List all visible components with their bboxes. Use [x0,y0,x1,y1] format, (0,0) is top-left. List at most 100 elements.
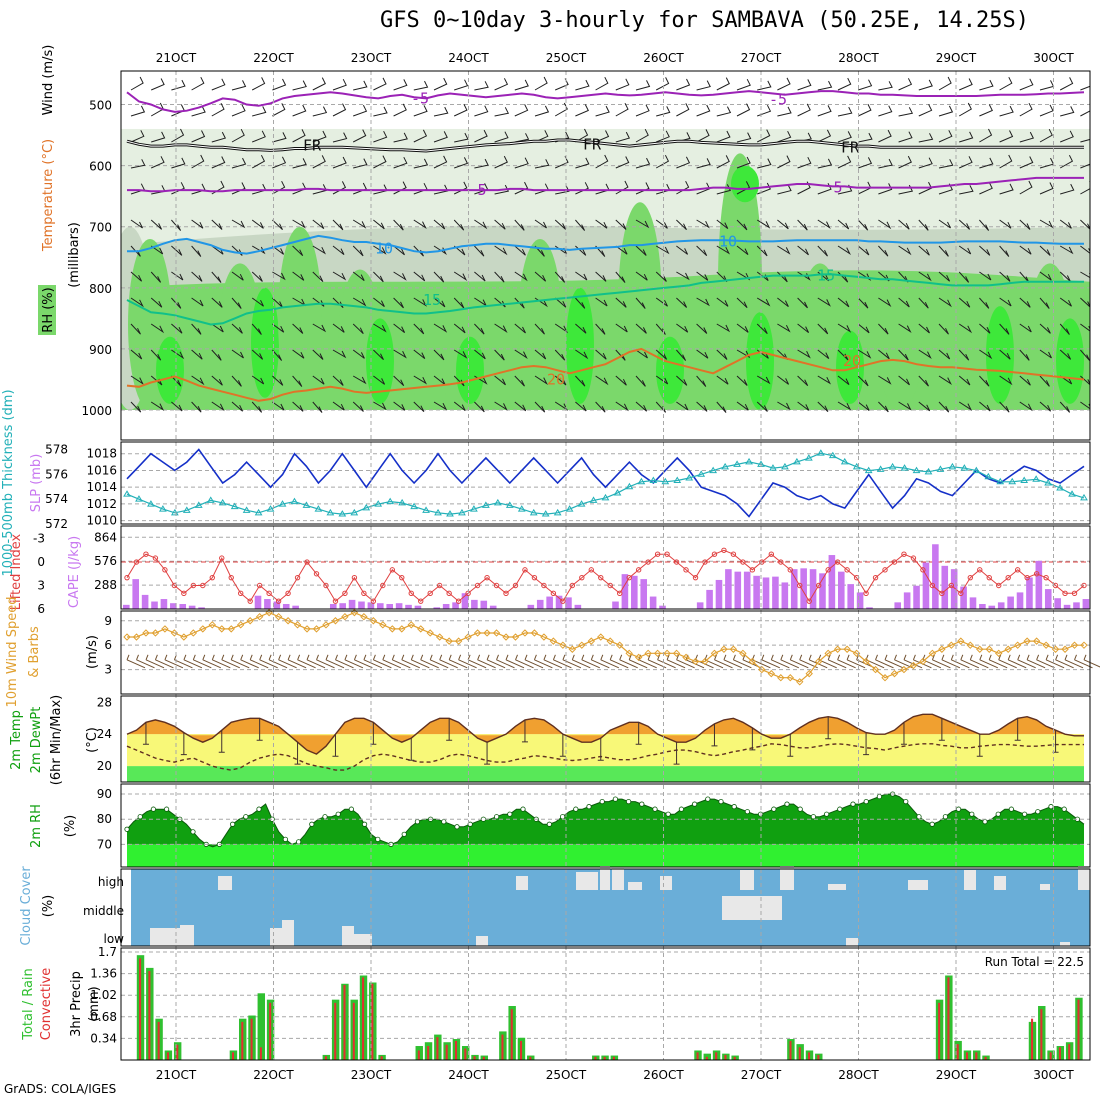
cloud-cell [476,936,488,946]
cape-bar [772,576,779,609]
wind-barb [494,107,510,117]
temp2m-label: 2m Temp [9,710,24,770]
wind-barb [453,103,468,117]
wind-barb [676,103,690,117]
wind-speed-marker [966,641,975,649]
wind-barb [958,156,973,169]
wind-barb [898,375,910,386]
wind-speed-marker [435,633,444,641]
li-marker [645,559,651,565]
wind-barb [453,271,468,282]
wind-barb [171,297,182,309]
wind-barb [554,401,569,412]
thickness-marker [362,503,371,511]
thickness-marker [673,476,682,484]
wind-barb [151,78,165,91]
wind-barb [130,349,143,360]
wind-barb [1059,375,1073,385]
precip-conv-bar [157,1021,160,1060]
surface-wind-barb [903,654,923,669]
li-marker [664,551,670,557]
contour-label: -5 [411,89,429,107]
wind-speed-marker [454,637,463,645]
rh2m-marker [903,799,909,805]
wind-barb [1059,297,1072,307]
wind-barb [1019,401,1033,412]
wind-barb [150,349,162,361]
thickness-marker [709,466,718,474]
wind-barb [696,323,708,334]
wind-speed-marker [1070,641,1079,649]
cloud-cell [908,880,928,890]
precip-conv-bar [938,1002,941,1060]
rh2m-marker [164,806,170,812]
panel-frame [120,783,1091,868]
li-marker [124,574,130,581]
wind-barb [554,297,567,308]
wind-barb [1080,157,1090,169]
wind-barb [999,297,1012,307]
date-label-top: 29OCT [936,51,977,65]
wind-speed-marker [767,669,776,678]
cape-bar [734,571,742,609]
below-surface [121,410,1090,440]
wind-barb [837,323,852,333]
cloud-cell [780,866,794,890]
rh-blob [366,318,394,404]
thickness-marker [278,500,287,507]
wind-barb [898,107,914,117]
wind-barb [272,103,286,117]
contour-label: 20 [843,352,861,370]
cape-bar [405,604,412,609]
li-marker [436,582,443,589]
wind-barb [1019,131,1035,143]
thickness-marker [123,490,131,497]
cape-bar [1082,599,1090,609]
wind-barb [171,349,185,360]
contour-label: 10 [719,232,737,250]
surface-wind-barb [382,654,402,669]
thickness-marker [1044,479,1052,486]
thickness-marker [386,497,395,505]
wind-barb [777,375,790,385]
thickness-marker [637,477,646,485]
precip-conv-bar [1068,1044,1071,1060]
surface-wind-barb [353,654,373,669]
thickness-marker [410,502,418,510]
thickness-marker [816,449,825,456]
wind-speed-marker [843,645,851,653]
panel-frame [120,695,1091,783]
cape-bar [442,604,450,609]
wind-barb [352,297,367,307]
thickness-marker [828,451,837,459]
li-marker [285,590,291,597]
wind-barb [1059,77,1074,91]
wind-speed-marker [748,657,757,666]
surface-wind-barb [1007,654,1027,669]
wind-speed-marker [871,665,880,674]
date-label-bottom: 25OCT [546,1068,587,1082]
cape-bar [132,579,139,609]
cape-bar [913,585,920,609]
wind-barb [716,349,728,360]
rh2m-marker [414,819,420,825]
wind-barb [393,245,405,256]
wind-speed-marker [398,625,406,633]
wind-barb [211,375,223,386]
wind-barb [716,219,729,229]
wind-barb [494,78,509,91]
wind-barb [635,349,648,359]
wind-speed-marker [227,625,235,633]
cape-bar [612,601,619,609]
surface-wind-barb [164,654,184,669]
rh2m-marker [1035,809,1041,815]
wind-speed-marker [947,641,956,649]
wind-barb [958,271,970,283]
wind-barb [231,128,245,143]
wind-barb [211,131,227,143]
wind-barb [494,219,506,230]
wind-speed-marker [208,621,216,629]
li-marker [361,590,367,597]
wind-barb [231,80,247,91]
wind-barb [918,401,931,412]
